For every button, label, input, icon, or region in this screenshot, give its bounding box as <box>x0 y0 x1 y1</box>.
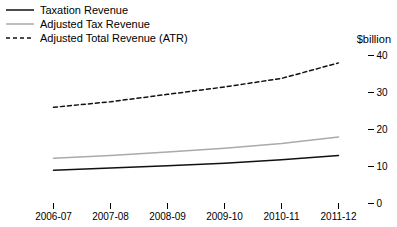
svg-text:2006-07: 2006-07 <box>35 211 72 222</box>
html-text:Adjusted Total Revenue (ATR): Adjusted Total Revenue (ATR) <box>40 32 188 44</box>
svg-text:10: 10 <box>377 161 389 172</box>
svg-text:20: 20 <box>377 124 389 135</box>
svg-text:2009-10: 2009-10 <box>206 211 243 222</box>
svg-text:2011-12: 2011-12 <box>321 211 357 222</box>
html-text:$billion: $billion <box>356 33 391 45</box>
svg-text:30: 30 <box>377 87 389 98</box>
html-text:Taxation Revenue: Taxation Revenue <box>40 4 129 16</box>
svg-text:0: 0 <box>377 198 383 209</box>
html-text:Adjusted Tax Revenue: Adjusted Tax Revenue <box>40 18 150 30</box>
svg-text:40: 40 <box>377 50 389 61</box>
svg-text:2008-09: 2008-09 <box>149 211 186 222</box>
svg-text:2010-11: 2010-11 <box>264 211 300 222</box>
svg-text:2007-08: 2007-08 <box>92 211 129 222</box>
